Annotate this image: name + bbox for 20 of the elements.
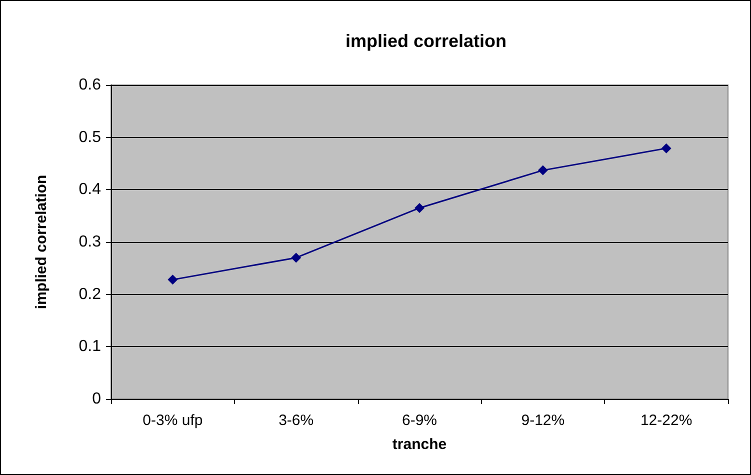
- y-axis-title: implied correlation: [33, 174, 50, 310]
- x-tick-label: 12-22%: [640, 412, 692, 429]
- y-tick-label: 0.2: [78, 286, 102, 303]
- chart-title: implied correlation: [345, 31, 507, 51]
- point: [414, 202, 424, 213]
- y-tick-label: 0.1: [78, 338, 102, 356]
- y-tick-label: 0.4: [78, 181, 102, 198]
- y-tick-label: 0: [92, 390, 102, 408]
- x-tick-label: 9-12%: [521, 412, 565, 429]
- point: [291, 252, 302, 263]
- point: [661, 143, 672, 154]
- y-tick-label: 0.3: [78, 234, 102, 250]
- x-tick-label: 6-9%: [402, 412, 438, 429]
- x-tick-label: 0-3% ufp: [142, 412, 203, 429]
- point: [168, 274, 178, 285]
- point: [538, 165, 548, 176]
- y-tick-label: 0.5: [78, 128, 102, 146]
- y-tick-label: 0.6: [78, 76, 102, 94]
- x-tick-label: 3-6%: [278, 412, 314, 429]
- x-axis-title: tranche: [392, 436, 447, 453]
